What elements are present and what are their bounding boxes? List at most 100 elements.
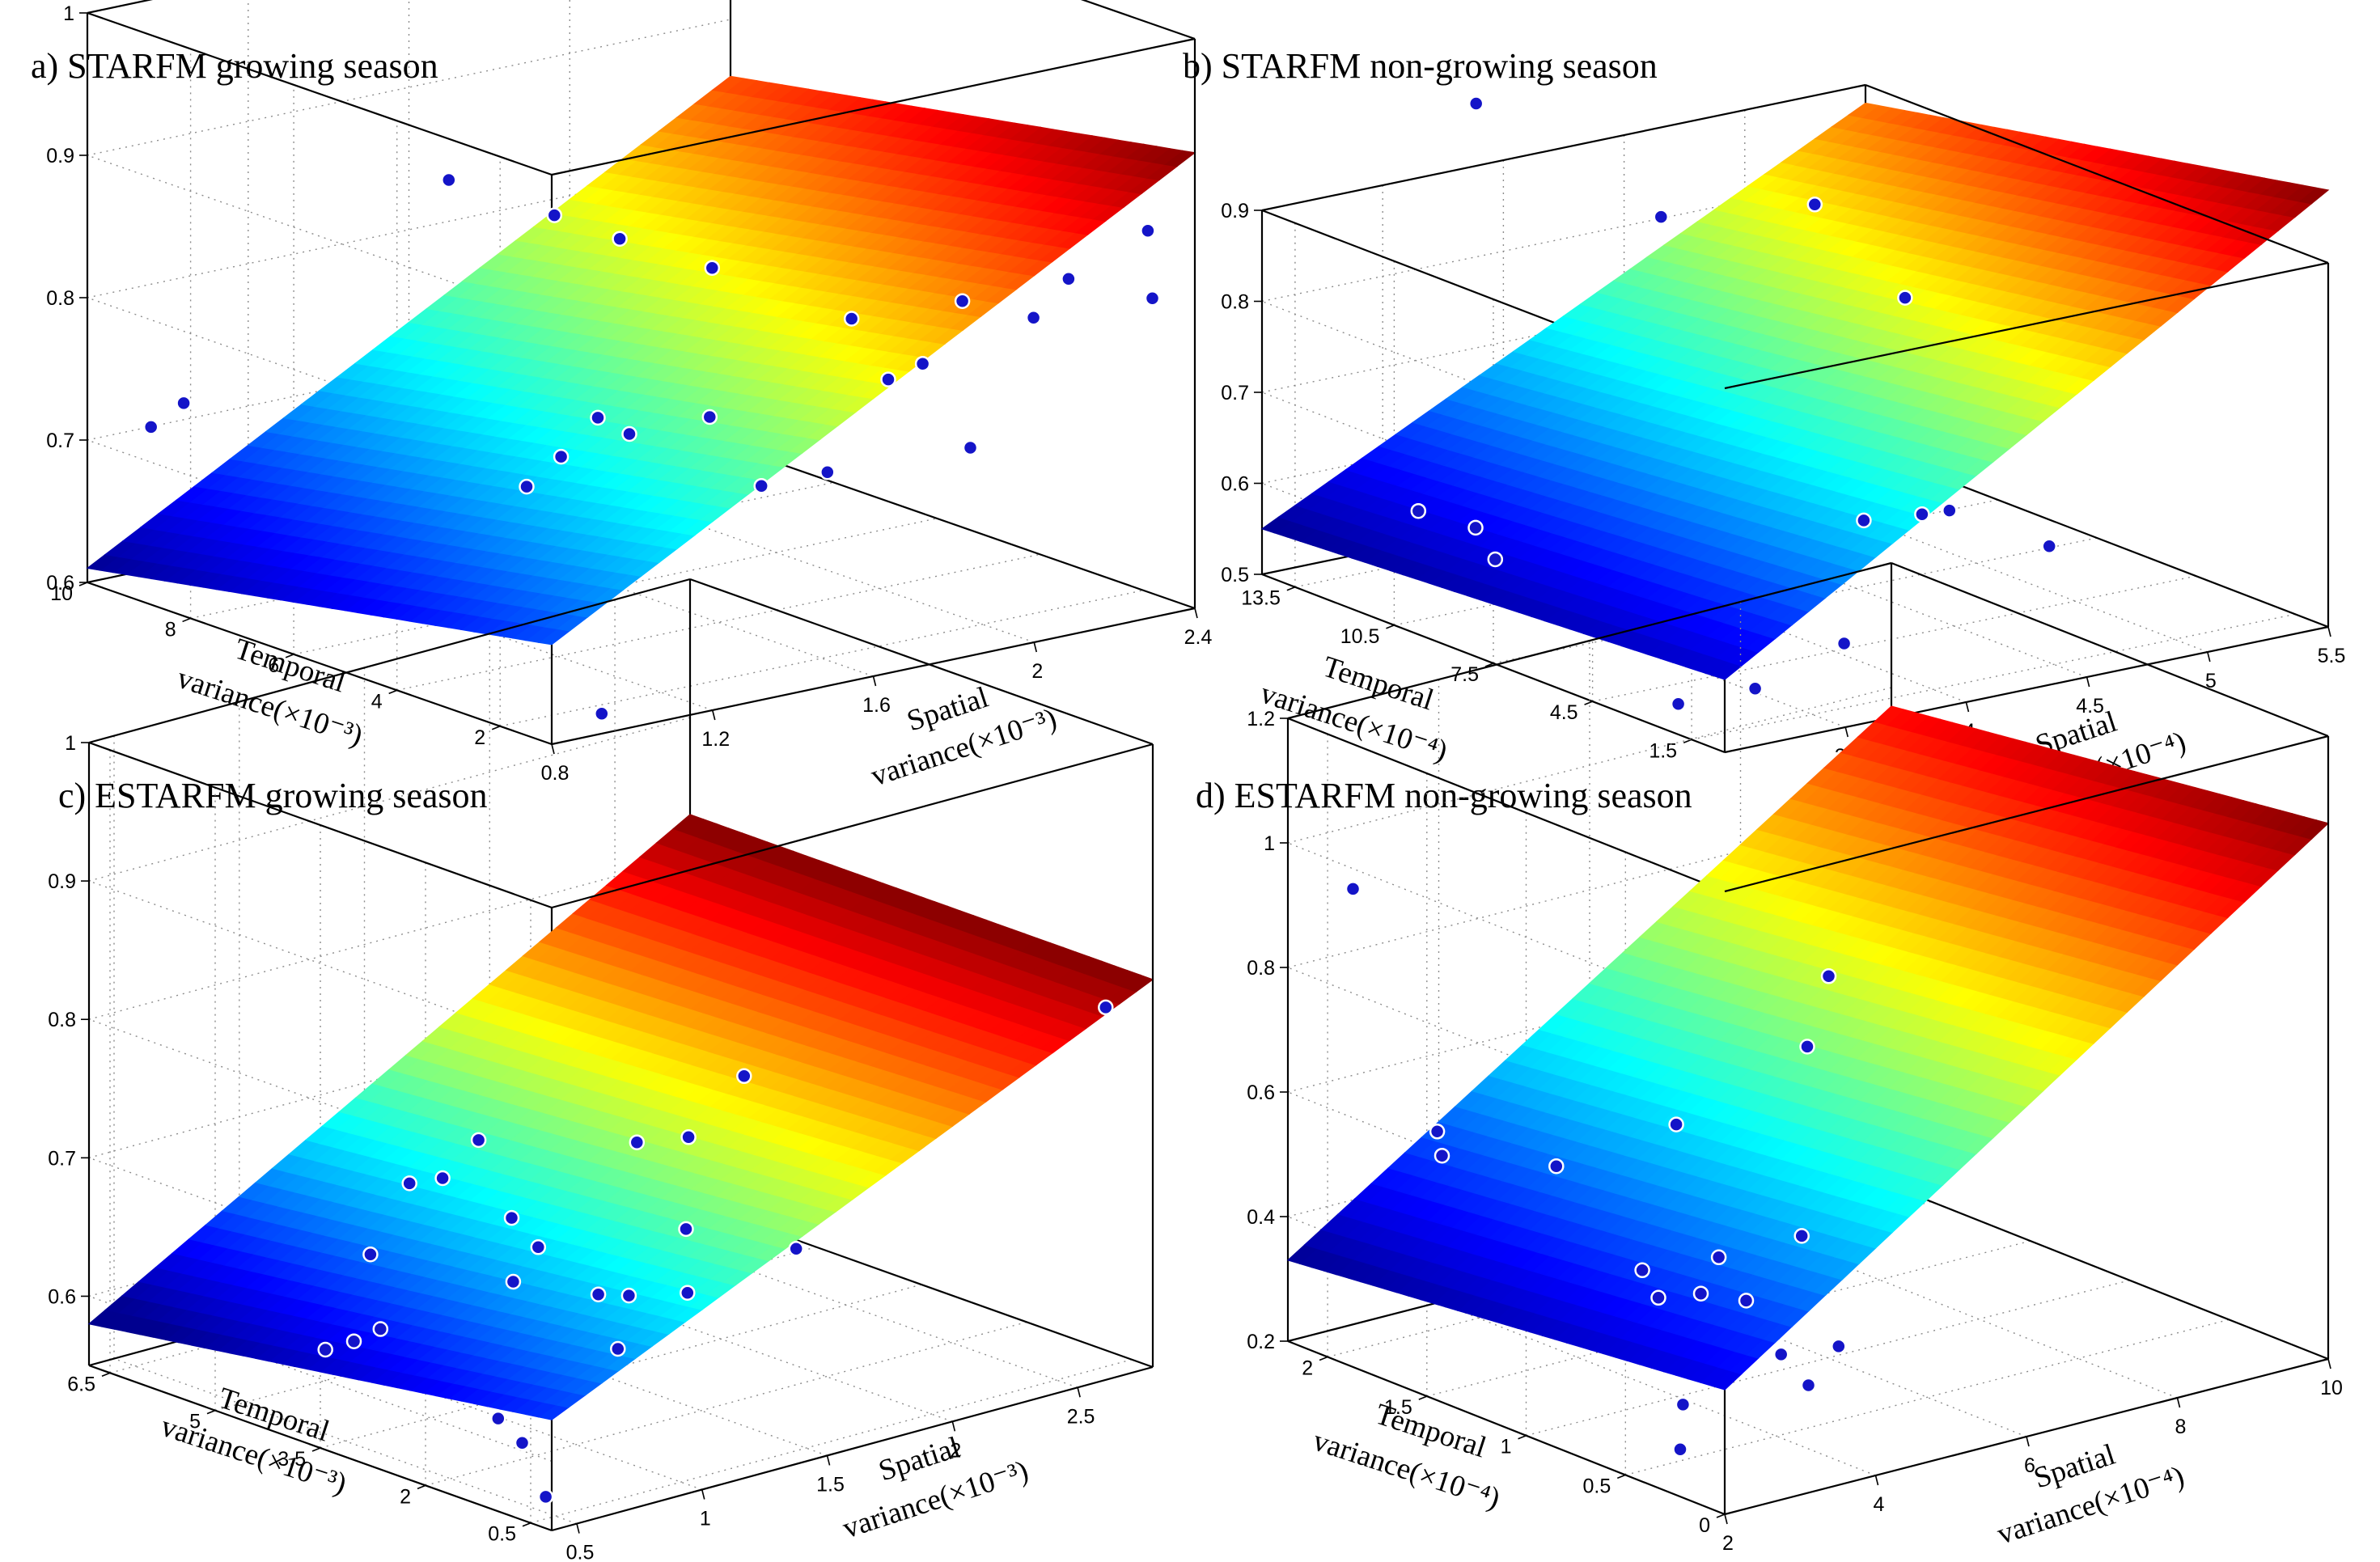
box-edge: [730, 445, 1196, 610]
data-point: [441, 171, 457, 188]
z-tick-label: 1: [65, 732, 76, 755]
surface-cell: [711, 75, 745, 93]
data-point: [1025, 309, 1042, 326]
x-tick-mark: [1077, 1387, 1081, 1398]
data-point: [490, 1410, 506, 1427]
data-point: [612, 231, 628, 247]
data-point: [880, 371, 896, 387]
panel-a-title: a) STARFM growing season: [31, 46, 438, 86]
gridline-floor-y: [530, 1359, 1133, 1524]
y-tick-label: 8: [165, 618, 176, 641]
y-tick-mark: [417, 1484, 426, 1490]
y-tick-mark: [1584, 701, 1593, 705]
data-point: [401, 1175, 417, 1192]
data-point: [1487, 551, 1504, 568]
data-point: [788, 1241, 804, 1257]
data-point: [317, 1341, 333, 1358]
x-tick-label: 0.8: [541, 762, 570, 785]
z-tick-label: 0.6: [46, 572, 74, 595]
x-tick-mark: [576, 1523, 580, 1534]
data-point: [914, 355, 931, 372]
data-point: [553, 448, 570, 465]
x-tick-mark: [1965, 701, 1970, 713]
data-point: [1942, 502, 1958, 519]
x-tick-mark: [826, 1455, 831, 1466]
data-point: [537, 1488, 554, 1505]
data-point: [843, 311, 860, 327]
x-tick-mark: [951, 1421, 956, 1432]
panel-a: a) STARFM growing season 0.81.21.622.424…: [31, 0, 1212, 793]
y-tick-label: 10.5: [1340, 625, 1380, 648]
z-tick-label: 0.6: [48, 1285, 76, 1308]
data-point: [142, 419, 159, 435]
data-point: [962, 439, 979, 456]
data-point: [621, 425, 637, 442]
z-tick-label: 0.7: [1221, 382, 1249, 404]
data-point: [610, 1340, 626, 1357]
data-point: [620, 1287, 637, 1304]
x-tick-mark: [1844, 726, 1849, 738]
panel-d-title: d) ESTARFM non-growing season: [1196, 776, 1692, 815]
data-point: [678, 1221, 694, 1238]
data-point: [819, 464, 836, 480]
data-point: [594, 705, 610, 722]
data-point: [530, 1239, 547, 1255]
x-tick-mark: [2086, 676, 2090, 688]
y-tick-label: 2: [474, 726, 485, 749]
y-tick-label: 4: [371, 690, 383, 713]
data-point: [470, 1132, 487, 1149]
x-tick-mark: [1194, 607, 1198, 619]
x-tick-mark: [711, 709, 716, 721]
data-point: [1856, 512, 1872, 529]
box-edge: [87, 11, 553, 176]
data-point: [1653, 209, 1670, 225]
y-tick-label: 4.5: [1550, 701, 1578, 724]
data-point: [372, 1321, 389, 1337]
data-point: [1670, 696, 1687, 712]
z-tick-label: 0.8: [48, 1009, 76, 1031]
x-tick-mark: [1033, 641, 1038, 653]
y-tick-mark: [1683, 739, 1692, 744]
y-tick-mark: [311, 1447, 321, 1452]
x-tick-mark: [872, 675, 877, 687]
data-point: [629, 1134, 646, 1150]
z-tick-label: 0.8: [46, 287, 74, 310]
data-point: [1410, 502, 1427, 519]
data-point: [1914, 506, 1930, 523]
box-edge: [1261, 83, 1866, 212]
x-tick-mark: [701, 1489, 705, 1500]
data-point: [2041, 538, 2057, 555]
x-tick-mark: [551, 743, 555, 755]
panel-b-title: b) STARFM non-growing season: [1183, 46, 1658, 86]
data-point: [1144, 290, 1161, 307]
data-point: [514, 1434, 531, 1451]
box-edge-front: [1080, 0, 1196, 40]
data-point: [434, 1170, 451, 1187]
data-point: [753, 477, 769, 494]
data-point: [1098, 999, 1114, 1016]
y-tick-mark: [522, 1522, 531, 1527]
data-point: [1467, 95, 1484, 112]
data-point: [1140, 222, 1156, 239]
data-point: [1747, 680, 1764, 697]
y-tick-label: 1.5: [1649, 739, 1677, 762]
box-edge: [88, 741, 553, 909]
data-point: [362, 1246, 379, 1263]
panel-c-fitted-surface: [87, 814, 1154, 1420]
data-point: [704, 260, 721, 276]
y-tick-label: 2: [400, 1485, 411, 1508]
data-point: [1897, 290, 1913, 306]
data-point: [701, 408, 718, 425]
panel-b-fitted-surface: [1260, 102, 2330, 680]
data-point: [1836, 635, 1853, 652]
data-point: [590, 409, 606, 426]
y-tick-mark: [101, 1372, 111, 1378]
data-point: [680, 1129, 697, 1145]
box-edge: [87, 581, 553, 746]
z-tick-label: 0.9: [46, 145, 74, 167]
z-tick-label: 0.9: [48, 870, 76, 893]
y-tick-mark: [388, 689, 397, 695]
y-tick-label: 6.5: [67, 1373, 95, 1395]
y-tick-mark: [1386, 624, 1395, 629]
